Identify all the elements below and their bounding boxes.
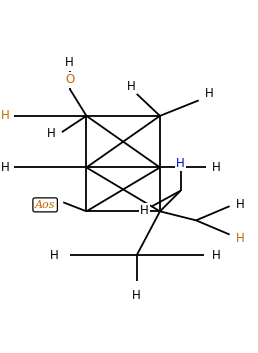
Text: H: H [236,232,244,245]
Text: H: H [140,204,149,217]
Text: H: H [212,249,221,262]
Text: H: H [236,198,244,211]
Text: H: H [205,88,213,101]
Text: H: H [47,127,56,140]
Text: H: H [50,249,59,262]
Text: H: H [65,56,74,70]
Text: O: O [65,73,74,86]
Text: H: H [132,289,141,302]
Text: Aos: Aos [35,200,55,210]
Text: H: H [1,109,10,122]
Text: H: H [127,80,136,93]
Text: H: H [176,157,185,169]
Text: H: H [212,161,221,174]
Text: H: H [1,161,10,174]
